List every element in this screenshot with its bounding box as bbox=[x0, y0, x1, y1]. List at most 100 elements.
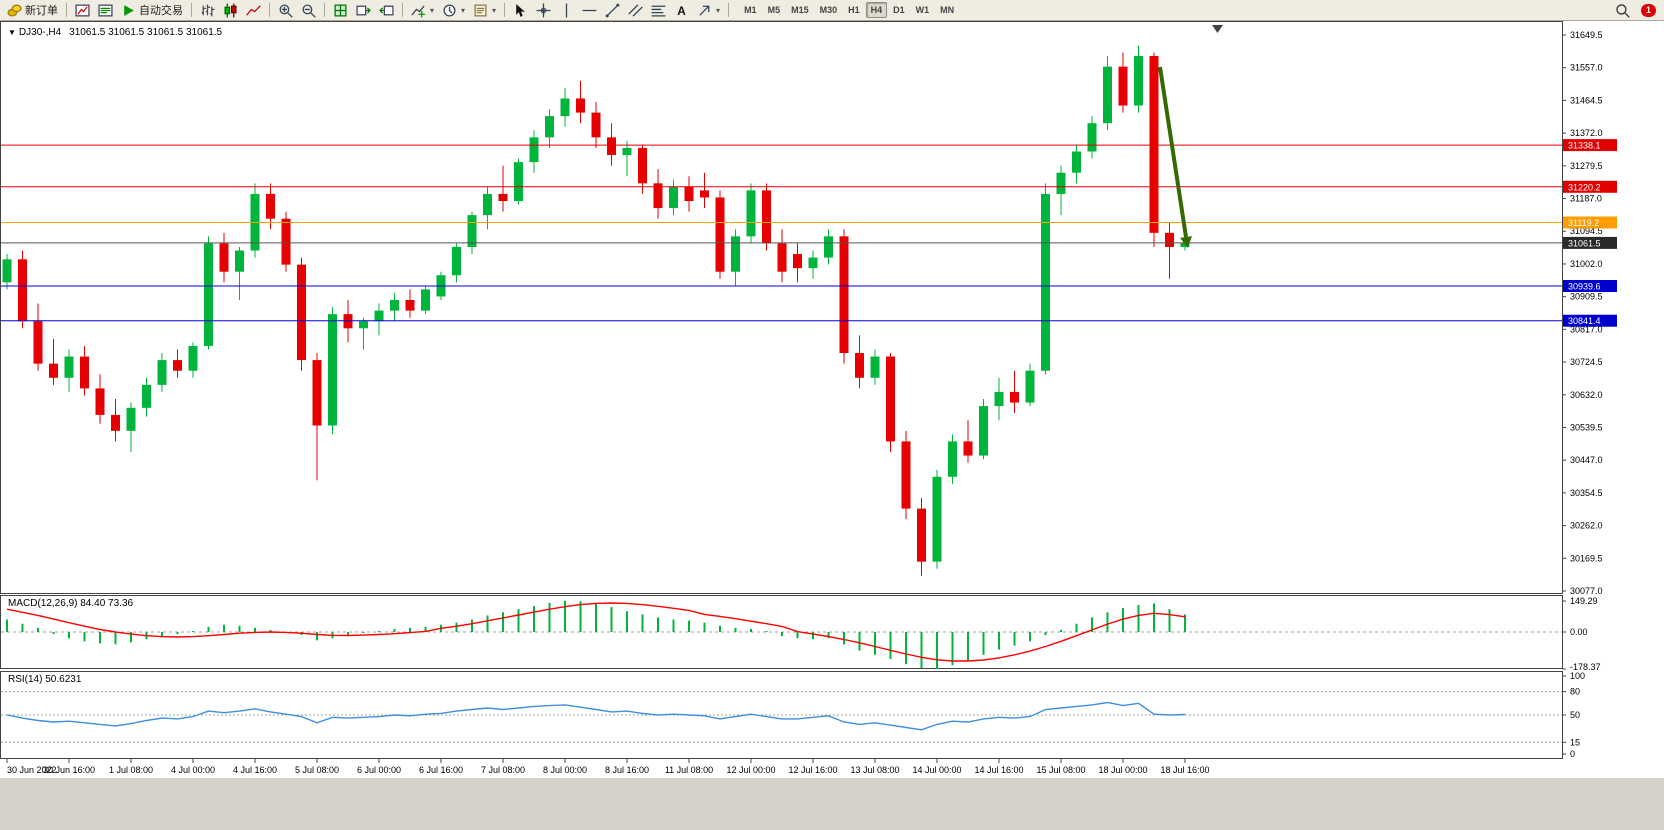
tile-windows-button[interactable] bbox=[329, 0, 352, 21]
svg-text:14 Jul 16:00: 14 Jul 16:00 bbox=[974, 765, 1023, 775]
search-icon bbox=[1616, 3, 1630, 18]
timeframe-mn[interactable]: MN bbox=[940, 5, 955, 15]
arrow-draw-icon bbox=[699, 5, 710, 15]
chart-canvas[interactable]: 31649.5 31557.0 31464.5 31372.0 31279.5 31187… bbox=[0, 21, 1664, 830]
toolbar-right: 1 bbox=[1611, 0, 1661, 21]
svg-text:8 Jul 16:00: 8 Jul 16:00 bbox=[605, 765, 649, 775]
horizontal-line-button[interactable] bbox=[578, 0, 601, 21]
search-button[interactable] bbox=[1611, 0, 1634, 21]
auto-trading-label: 自动交易 bbox=[139, 5, 183, 17]
svg-text:4 Jul 00:00: 4 Jul 00:00 bbox=[171, 765, 215, 775]
timeframe-m5[interactable]: M5 bbox=[767, 5, 781, 15]
svg-text:30841.4: 30841.4 bbox=[1568, 316, 1601, 326]
zoom-out-button[interactable] bbox=[297, 0, 320, 21]
vertical-line-icon bbox=[565, 2, 568, 18]
svg-text:31187.0: 31187.0 bbox=[1570, 194, 1602, 204]
chart-background bbox=[0, 21, 1664, 830]
channel-button[interactable] bbox=[624, 0, 647, 21]
svg-text:30939.6: 30939.6 bbox=[1568, 281, 1601, 291]
svg-text:12 Jul 00:00: 12 Jul 00:00 bbox=[726, 765, 775, 775]
vertical-line-button[interactable] bbox=[555, 0, 578, 21]
templates-button[interactable]: ▾ bbox=[469, 0, 500, 21]
line-chart-icon bbox=[246, 5, 261, 15]
timeframe-h1[interactable]: H1 bbox=[848, 5, 860, 15]
dropdown-arrow-icon: ▾ bbox=[461, 5, 466, 15]
svg-text:31649.5: 31649.5 bbox=[1570, 30, 1603, 40]
play-icon bbox=[124, 4, 134, 16]
svg-text:13 Jul 08:00: 13 Jul 08:00 bbox=[850, 765, 899, 775]
toolbar-separator bbox=[191, 3, 192, 17]
chart-window-button[interactable] bbox=[71, 0, 94, 21]
chart-shift-button[interactable] bbox=[375, 0, 398, 21]
cursor-button[interactable] bbox=[509, 0, 532, 21]
clock-icon bbox=[443, 4, 456, 16]
svg-text:30909.5: 30909.5 bbox=[1570, 292, 1603, 302]
price-axis[interactable]: 31649.5 31557.0 31464.5 31372.0 31279.5 31187… bbox=[1562, 30, 1617, 596]
zoom-in-button[interactable] bbox=[274, 0, 297, 21]
timeframe-d1[interactable]: D1 bbox=[893, 5, 905, 15]
auto-scroll-icon bbox=[356, 5, 371, 15]
svg-text:30169.5: 30169.5 bbox=[1570, 553, 1603, 563]
zoom-in-icon bbox=[279, 4, 293, 18]
text-button[interactable]: A bbox=[670, 0, 693, 21]
toolbar-separator bbox=[324, 3, 325, 17]
svg-text:30632.0: 30632.0 bbox=[1570, 390, 1603, 400]
svg-text:1 Jul 08:00: 1 Jul 08:00 bbox=[109, 765, 153, 775]
auto-trading-button[interactable]: 自动交易 bbox=[117, 0, 187, 21]
svg-text:18 Jul 00:00: 18 Jul 00:00 bbox=[1098, 765, 1147, 775]
svg-text:15: 15 bbox=[1570, 737, 1580, 747]
rsi-panel[interactable]: 100 80 50 15 0 bbox=[1, 671, 1585, 759]
timeframe-group: M1 M5 M15 M30 H1 H4 D1 W1 MN bbox=[739, 2, 959, 18]
svg-text:12 Jul 16:00: 12 Jul 16:00 bbox=[788, 765, 837, 775]
fibonacci-button[interactable] bbox=[647, 0, 670, 21]
toolbar-separator bbox=[66, 3, 67, 17]
svg-text:30447.0: 30447.0 bbox=[1570, 455, 1603, 465]
svg-text:18 Jul 16:00: 18 Jul 16:00 bbox=[1160, 765, 1209, 775]
timeframe-m15[interactable]: M15 bbox=[791, 5, 809, 15]
chart-shift-icon bbox=[379, 5, 394, 15]
svg-text:31220.2: 31220.2 bbox=[1568, 182, 1601, 192]
svg-text:4 Jul 16:00: 4 Jul 16:00 bbox=[233, 765, 277, 775]
svg-text:8 Jul 00:00: 8 Jul 00:00 bbox=[543, 765, 587, 775]
timeframe-m1[interactable]: M1 bbox=[744, 5, 757, 15]
bars-chart-button[interactable] bbox=[196, 0, 219, 21]
svg-text:31279.5: 31279.5 bbox=[1570, 161, 1603, 171]
timeframe-w1[interactable]: W1 bbox=[915, 5, 930, 15]
market-watch-button[interactable] bbox=[94, 0, 117, 21]
svg-text:100: 100 bbox=[1570, 671, 1585, 681]
toolbar-separator bbox=[728, 3, 730, 17]
svg-text:7 Jul 08:00: 7 Jul 08:00 bbox=[481, 765, 525, 775]
horizontal-price-lines[interactable] bbox=[1, 144, 1562, 322]
svg-text:0.00: 0.00 bbox=[1570, 627, 1588, 637]
trendline-button[interactable] bbox=[601, 0, 624, 21]
auto-scroll-button[interactable] bbox=[352, 0, 375, 21]
crosshair-button[interactable] bbox=[532, 0, 555, 21]
macd-panel[interactable]: 149.29 0.00 -178.37 bbox=[1, 596, 1601, 672]
timeframe-m30[interactable]: M30 bbox=[819, 5, 838, 15]
crosshair-icon bbox=[536, 2, 551, 18]
toolbar: 新订单 自动交易 bbox=[0, 0, 1664, 21]
svg-text:31061.5: 31061.5 bbox=[1568, 238, 1601, 248]
timeframe-h4[interactable]: H4 bbox=[865, 2, 888, 18]
notification-badge[interactable]: 1 bbox=[1641, 3, 1656, 17]
templates-icon bbox=[474, 4, 487, 16]
periods-button[interactable]: ▾ bbox=[438, 0, 469, 21]
svg-text:6 Jul 00:00: 6 Jul 00:00 bbox=[357, 765, 401, 775]
svg-text:31372.0: 31372.0 bbox=[1570, 128, 1603, 138]
dropdown-arrow-icon: ▾ bbox=[492, 5, 497, 15]
arrow-annotation[interactable] bbox=[1158, 66, 1192, 248]
new-order-button[interactable]: 新订单 bbox=[3, 0, 62, 21]
indicators-icon bbox=[411, 5, 426, 18]
svg-text:15 Jul 08:00: 15 Jul 08:00 bbox=[1036, 765, 1085, 775]
indicators-button[interactable]: ▾ bbox=[407, 0, 438, 21]
svg-text:31338.1: 31338.1 bbox=[1568, 141, 1601, 151]
arrow-tools-button[interactable]: ▾ bbox=[693, 0, 724, 21]
candlestick-chart-button[interactable] bbox=[219, 0, 242, 21]
bars-chart-icon bbox=[201, 3, 215, 16]
svg-text:31094.5: 31094.5 bbox=[1570, 226, 1603, 236]
line-chart-button[interactable] bbox=[242, 0, 265, 21]
svg-text:31464.5: 31464.5 bbox=[1570, 95, 1603, 105]
svg-text:30354.5: 30354.5 bbox=[1570, 488, 1603, 498]
toolbar-separator bbox=[269, 3, 270, 17]
